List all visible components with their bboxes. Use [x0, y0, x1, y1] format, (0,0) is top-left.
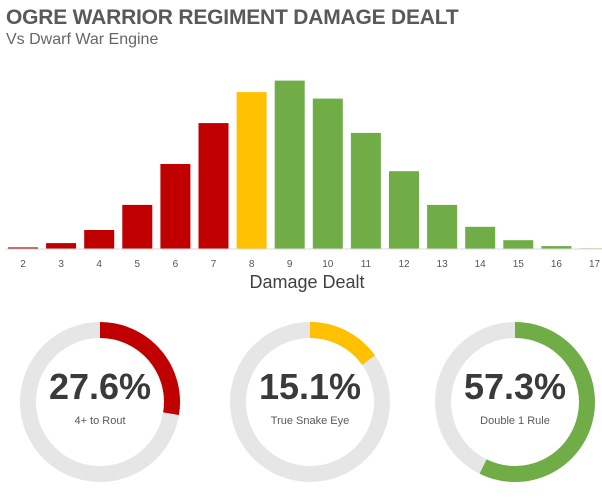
x-tick-label-14: 14 — [475, 259, 487, 270]
x-tick-label-12: 12 — [398, 259, 410, 270]
bar-12 — [389, 171, 419, 249]
donut-1: 27.6% 4+ to Rout — [20, 322, 180, 482]
bar-8 — [236, 92, 267, 249]
x-tick-label-2: 2 — [20, 259, 26, 270]
bar-7 — [198, 123, 229, 249]
x-tick-label-8: 8 — [249, 259, 255, 270]
donut-arc — [479, 322, 595, 482]
bar-5 — [122, 204, 153, 249]
bar-4 — [84, 230, 115, 249]
x-axis-label: Damage Dealt — [249, 272, 364, 292]
donut-label: True Snake Eye — [271, 415, 349, 427]
bar-15 — [503, 240, 534, 249]
x-tick-label-10: 10 — [322, 259, 334, 270]
donut-label: 4+ to Rout — [74, 415, 125, 427]
bar-14 — [465, 226, 496, 249]
bar-2 — [8, 247, 38, 249]
chart-subtitle: Vs Dwarf War Engine — [6, 31, 159, 48]
x-tick-label-17: 17 — [589, 259, 601, 270]
donut-charts: 27.6% 4+ to Rout 15.1% True Snake Eye 57.3% D… — [20, 322, 595, 482]
bar-6 — [160, 164, 191, 249]
x-tick-label-13: 13 — [437, 259, 449, 270]
bar-13 — [427, 204, 458, 249]
bar-9 — [274, 80, 305, 249]
bar-10 — [312, 98, 343, 249]
x-tick-label-11: 11 — [361, 259, 372, 270]
x-tick-label-15: 15 — [513, 259, 525, 270]
x-tick-label-16: 16 — [551, 259, 563, 270]
x-tick-label-5: 5 — [135, 259, 141, 270]
x-tick-labels: 2 3 4 5 6 7 8 9 10 11 12 13 14 15 16 17 — [20, 259, 600, 270]
donut-percent: 27.6% — [49, 366, 151, 407]
donut-percent: 57.3% — [464, 366, 566, 407]
donut-2: 15.1% True Snake Eye — [230, 322, 390, 482]
x-tick-label-9: 9 — [287, 259, 293, 270]
bar-3 — [46, 243, 77, 249]
donut-3: 57.3% Double 1 Rule — [435, 322, 595, 482]
donut-percent: 15.1% — [259, 366, 361, 407]
x-tick-label-3: 3 — [58, 259, 64, 270]
x-tick-label-7: 7 — [211, 259, 217, 270]
bars-layer — [8, 80, 602, 249]
chart-title: OGRE WARRIOR REGIMENT DAMAGE DEALT — [6, 6, 459, 29]
donut-arc — [309, 322, 376, 365]
x-tick-label-6: 6 — [173, 259, 179, 270]
bar-11 — [350, 132, 381, 249]
donut-arc — [99, 322, 180, 416]
donut-label: Double 1 Rule — [480, 415, 550, 427]
bar-16 — [541, 246, 572, 249]
x-tick-label-4: 4 — [96, 259, 102, 270]
